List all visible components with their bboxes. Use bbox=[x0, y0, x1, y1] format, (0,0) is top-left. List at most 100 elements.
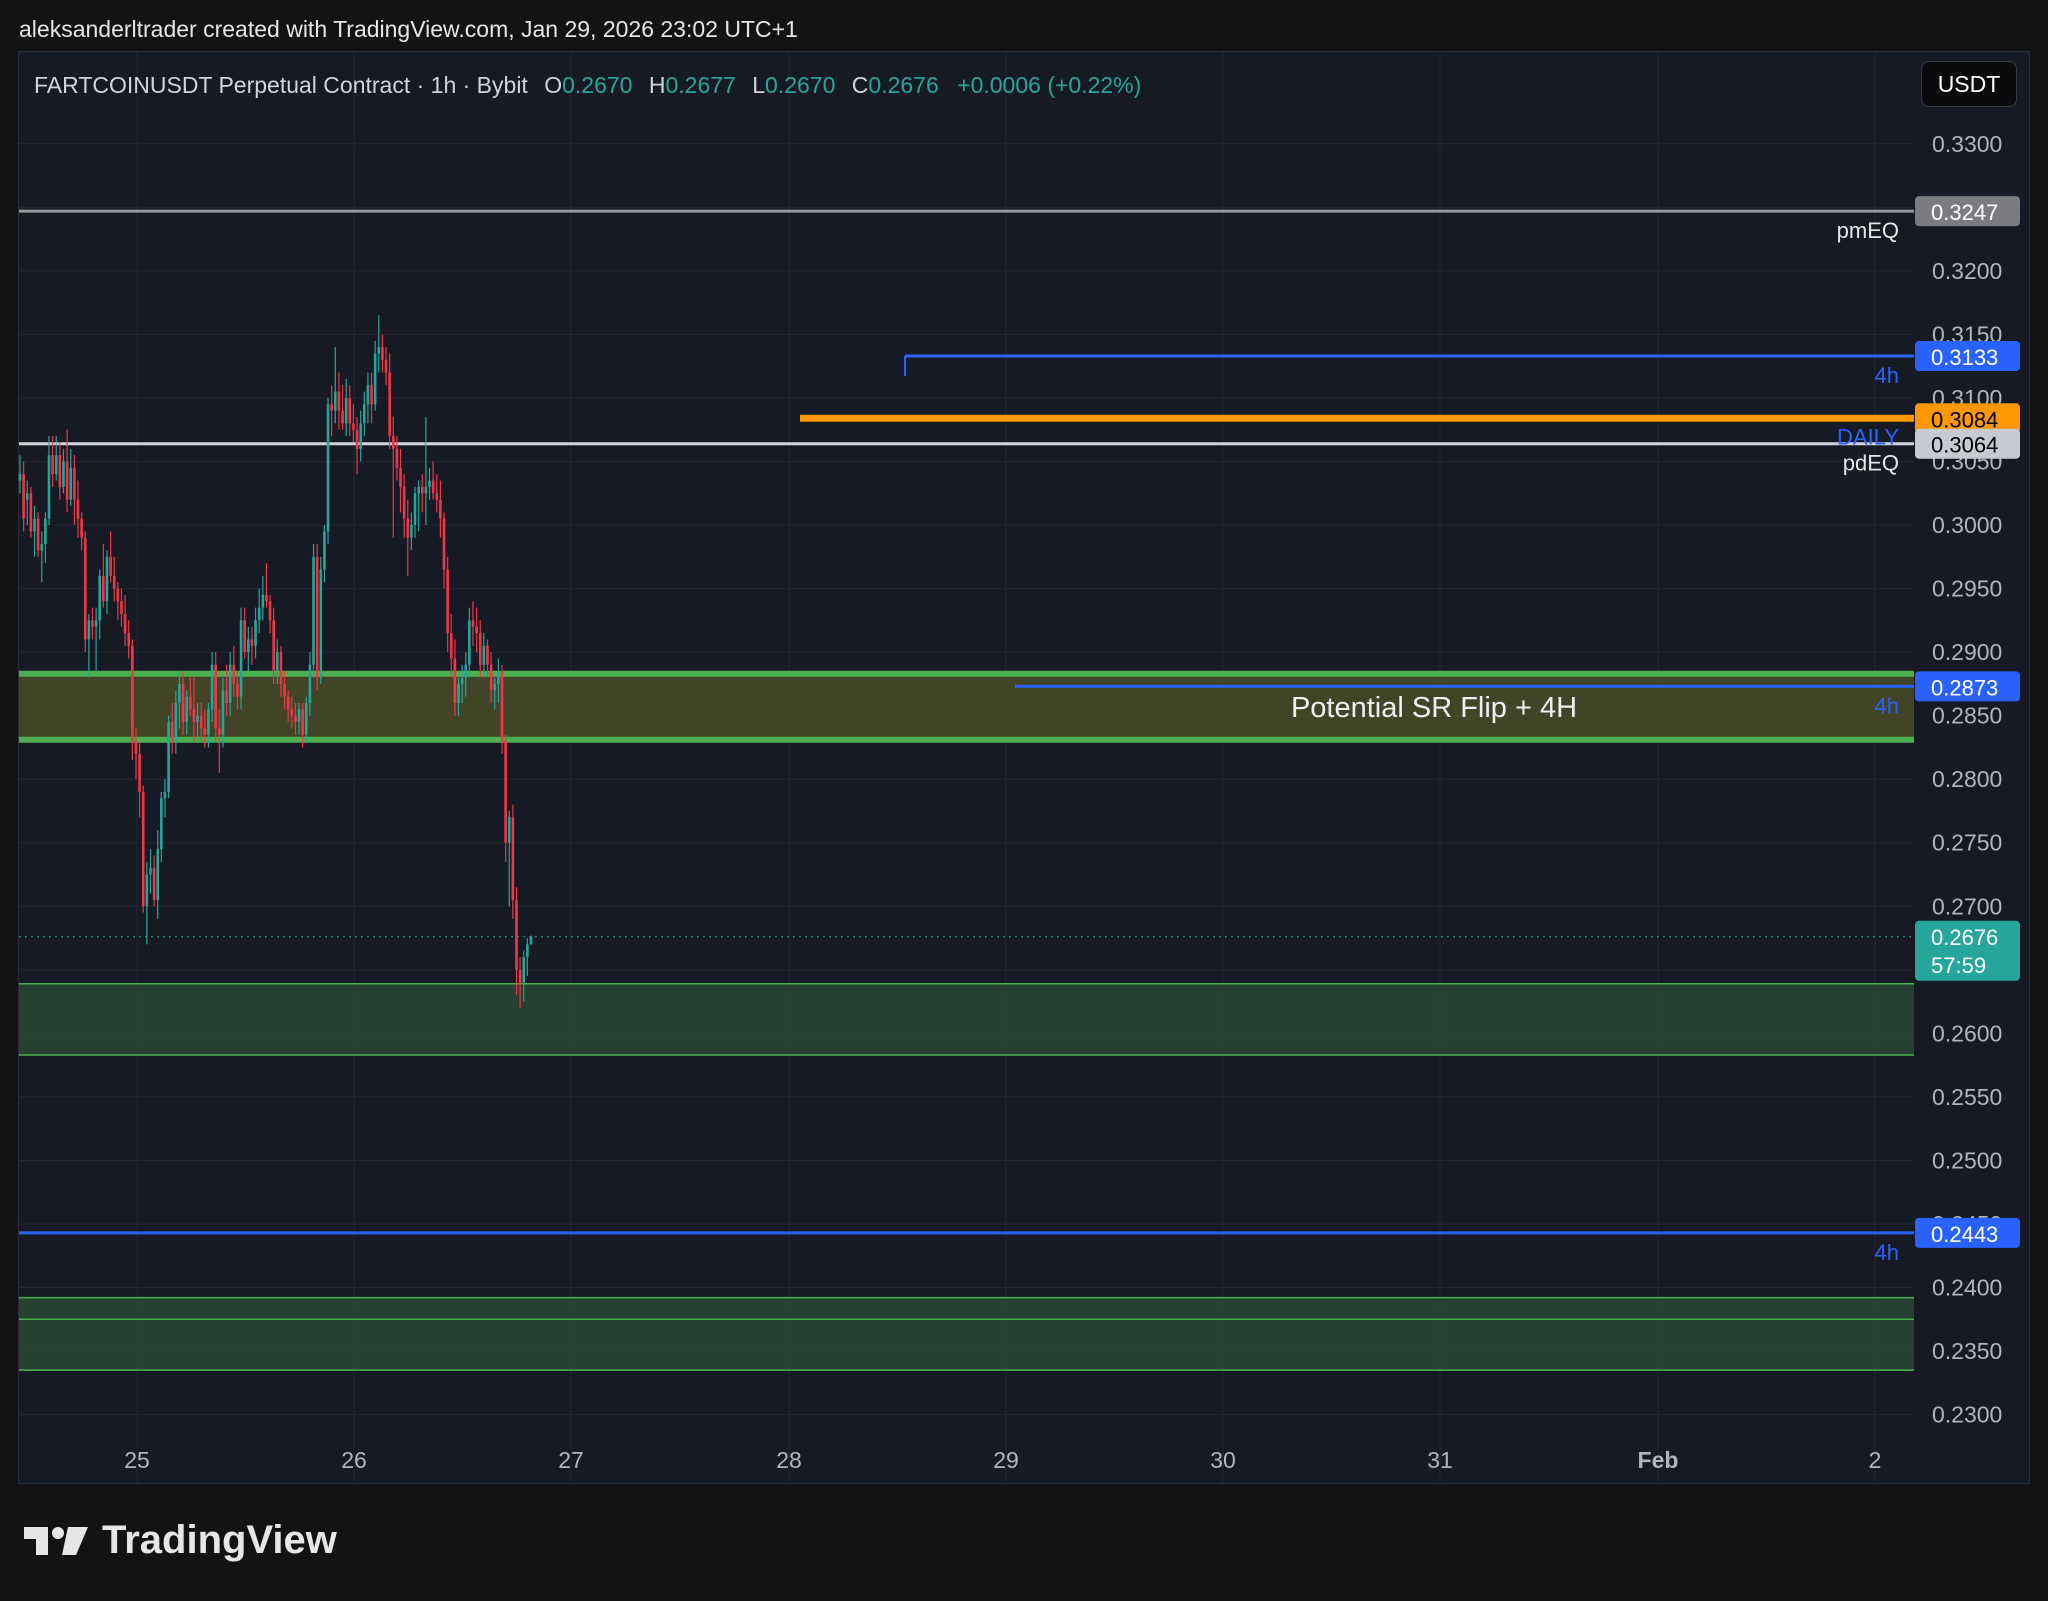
y-tick-label: 0.2600 bbox=[1932, 1020, 2002, 1046]
candle-body bbox=[475, 626, 478, 634]
candle-body bbox=[232, 664, 236, 684]
high-value: 0.2677 bbox=[665, 72, 736, 98]
attribution-text: aleksanderltrader created with TradingVi… bbox=[19, 16, 798, 42]
candle-body bbox=[239, 620, 243, 697]
candle-body bbox=[337, 391, 341, 411]
candle-body bbox=[138, 753, 141, 792]
candle-body bbox=[69, 467, 73, 500]
x-tick-label: 26 bbox=[341, 1447, 367, 1473]
candle-body bbox=[507, 817, 511, 843]
candle-body bbox=[384, 359, 388, 373]
y-tick-label: 0.2850 bbox=[1932, 703, 2002, 729]
price-tag-text: 0.3247 bbox=[1931, 200, 1998, 225]
price-tag bbox=[1915, 1217, 2020, 1248]
x-tick-label: 31 bbox=[1427, 1447, 1453, 1473]
candle-body bbox=[44, 518, 47, 545]
symbol-title[interactable]: FARTCOINUSDT Perpetual Contract · 1h · B… bbox=[34, 72, 528, 98]
price-tag-text: 0.3133 bbox=[1931, 345, 1998, 370]
candle-body bbox=[261, 594, 265, 608]
candle-body bbox=[196, 715, 199, 723]
candle-body bbox=[431, 480, 435, 494]
candle-body bbox=[352, 423, 355, 430]
candle-body bbox=[326, 404, 330, 532]
price-tag bbox=[1915, 428, 2020, 459]
x-tick-label: 28 bbox=[776, 1447, 802, 1473]
candle-body bbox=[439, 499, 442, 519]
y-tick-label: 0.2950 bbox=[1932, 576, 2002, 602]
candle-body bbox=[257, 607, 261, 621]
candle-body bbox=[522, 957, 526, 983]
candle-body bbox=[236, 683, 239, 697]
candle-body bbox=[105, 556, 109, 602]
grid-layer bbox=[19, 52, 1914, 1483]
y-tick-label: 0.2350 bbox=[1932, 1338, 2002, 1364]
candle-body bbox=[268, 601, 272, 621]
y-tick-label: 0.3300 bbox=[1932, 131, 2002, 157]
y-tick-label: 0.2500 bbox=[1932, 1147, 2002, 1173]
candle-body bbox=[497, 671, 500, 684]
price-tag-text: 0.3084 bbox=[1931, 407, 1998, 432]
candle-body bbox=[482, 645, 486, 665]
candle-body bbox=[489, 664, 493, 691]
currency-unit-button[interactable]: USDT bbox=[1921, 61, 2017, 107]
candle-body bbox=[301, 709, 304, 735]
candle-body bbox=[529, 936, 533, 945]
candle-body bbox=[399, 467, 402, 487]
level-label: 4h bbox=[1875, 693, 1899, 718]
candle-body bbox=[381, 347, 384, 360]
y-tick-label: 0.3200 bbox=[1932, 258, 2002, 284]
candle-body bbox=[348, 397, 352, 424]
candle-body bbox=[319, 569, 323, 678]
candle-body bbox=[446, 569, 449, 634]
level-layer bbox=[19, 209, 1914, 1235]
candle-body bbox=[330, 404, 333, 411]
brand-name: TradingView bbox=[102, 1518, 337, 1562]
candle-body bbox=[373, 353, 377, 405]
chart-panel[interactable] bbox=[18, 51, 2030, 1484]
candle-body bbox=[102, 575, 105, 602]
candle-body bbox=[109, 556, 112, 576]
candle-body bbox=[62, 461, 65, 487]
countdown-text: 57:59 bbox=[1931, 953, 1986, 978]
candle-body bbox=[22, 474, 25, 519]
candle-body bbox=[341, 410, 344, 424]
price-tag bbox=[1915, 341, 2020, 372]
candle-body bbox=[58, 455, 62, 487]
candle-body bbox=[94, 620, 98, 627]
open-value: 0.2670 bbox=[562, 72, 633, 98]
tradingview-logo[interactable]: TradingView bbox=[22, 1518, 337, 1563]
candle-body bbox=[123, 613, 127, 634]
candle-body bbox=[265, 594, 268, 602]
candle-body bbox=[413, 493, 417, 526]
candle-body bbox=[366, 385, 370, 405]
candle-body bbox=[76, 499, 80, 519]
candle-body bbox=[178, 683, 181, 703]
y-tick-label: 0.2750 bbox=[1932, 830, 2002, 856]
candle-body bbox=[152, 868, 156, 900]
open-label: O bbox=[544, 72, 563, 98]
candle-body bbox=[388, 372, 391, 437]
candle-body bbox=[279, 652, 283, 684]
candle-body bbox=[344, 397, 348, 424]
candle-body bbox=[29, 493, 33, 532]
price-tag bbox=[1915, 196, 2020, 227]
candle-body bbox=[297, 709, 301, 723]
candle-body bbox=[442, 518, 446, 570]
candle-body bbox=[478, 633, 482, 665]
x-tick-label: 2 bbox=[1869, 1447, 1882, 1473]
candle-body bbox=[185, 696, 189, 723]
candle-body bbox=[391, 436, 395, 449]
y-tick-label: 0.2400 bbox=[1932, 1275, 2002, 1301]
close-label: C bbox=[851, 72, 869, 98]
candle-body bbox=[323, 531, 326, 570]
candle-body bbox=[156, 849, 160, 900]
candle-body bbox=[163, 791, 167, 799]
candle-body bbox=[160, 798, 163, 850]
level-label: pdEQ bbox=[1843, 451, 1899, 476]
candle-body bbox=[424, 486, 428, 494]
sr-flip-zone bbox=[19, 673, 1914, 740]
close-value: 0.2676 bbox=[868, 72, 939, 98]
candle-body bbox=[218, 728, 221, 735]
candle-body bbox=[192, 709, 196, 723]
